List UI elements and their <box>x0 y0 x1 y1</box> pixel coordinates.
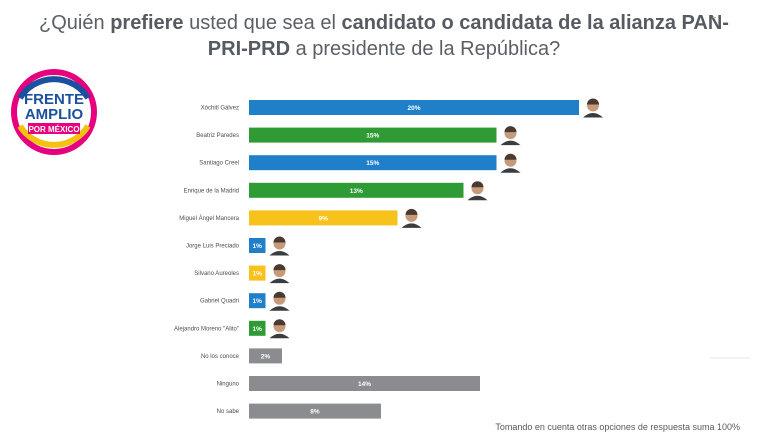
category-label: Silvano Aureoles <box>194 271 239 277</box>
value-label: 1% <box>253 298 263 305</box>
value-label: 1% <box>253 326 263 333</box>
title-part: a presidente de la República? <box>290 38 561 60</box>
logo-line-2: AMPLIO <box>25 106 84 123</box>
category-label: Alejandro Moreno "Alito" <box>174 326 239 332</box>
bar <box>249 155 497 171</box>
value-label: 13% <box>350 188 363 195</box>
value-label: 2% <box>261 353 271 360</box>
category-label: Jorge Luis Preciado <box>186 244 240 250</box>
bar <box>249 320 266 336</box>
bar <box>249 293 266 309</box>
bar <box>249 348 282 364</box>
title-part: ¿Quién <box>39 12 111 34</box>
bar <box>249 403 381 419</box>
bar <box>249 238 266 253</box>
category-label: Ninguno <box>217 382 240 388</box>
value-label: 20% <box>407 105 420 112</box>
bar <box>249 182 464 198</box>
logo-line-1: FRENTE <box>24 91 84 108</box>
value-label: 8% <box>310 409 320 416</box>
value-label: 15% <box>366 160 379 167</box>
candidate-photo <box>269 291 290 311</box>
candidate-photo <box>467 181 488 201</box>
value-label: 9% <box>319 215 329 222</box>
bar <box>249 376 480 391</box>
value-label: 15% <box>366 133 379 140</box>
bar <box>249 265 266 281</box>
value-label: 1% <box>253 243 263 250</box>
bar <box>249 127 497 143</box>
category-label: Xóchitl Gálvez <box>201 106 239 112</box>
candidate-photo <box>583 98 603 118</box>
value-label: 14% <box>358 381 371 388</box>
category-label: Beatriz Paredes <box>196 133 239 139</box>
title-bold-part: candidato o candidata de la alianza PAN- <box>341 12 729 34</box>
candidate-photo <box>269 264 290 284</box>
candidate-photo <box>500 126 521 146</box>
category-label: Santiago Creel <box>199 161 239 167</box>
title-bold-part: prefiere <box>110 12 184 34</box>
chart-title: ¿Quién prefiere usted que sea el candida… <box>0 10 768 62</box>
bar <box>249 100 579 115</box>
footer-note: Tomando en cuenta otras opciones de resp… <box>495 422 740 432</box>
logo-line-3: POR MÉXICO <box>28 125 79 134</box>
value-label: 1% <box>253 271 263 278</box>
category-label: Gabriel Quadri <box>200 299 239 305</box>
title-part: usted que sea el <box>183 12 342 34</box>
bar <box>249 210 398 226</box>
title-bold-part: PRI-PRD <box>207 38 291 60</box>
category-label: No sabe <box>217 409 240 415</box>
candidate-photo <box>401 208 422 228</box>
frente-amplio-logo: FRENTE AMPLIO POR MÉXICO <box>11 69 97 155</box>
candidate-photo <box>269 236 290 256</box>
candidate-photo <box>500 153 521 173</box>
corner-mark: - <box>712 8 717 24</box>
category-label: Enrique de la Madrid <box>184 188 239 194</box>
candidate-photo <box>269 319 290 339</box>
category-label: Miguel Ángel Mancera <box>179 215 239 222</box>
category-label: No los conoce <box>201 354 240 360</box>
